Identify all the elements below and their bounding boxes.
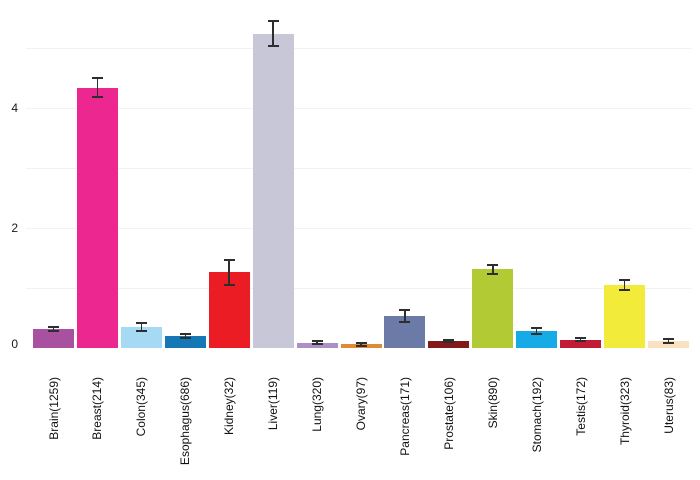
- error-bar-bottom-cap-liver-119: [267, 45, 279, 48]
- error-bar-bottom-cap-testis-172: [575, 339, 587, 342]
- error-bar-bottom-cap-stomach-192: [531, 333, 543, 336]
- x-tick-label-stomach-192: Stomach(192): [529, 377, 544, 453]
- x-tick-label-pancreas-171: Pancreas(171): [397, 377, 412, 456]
- x-tick-label-prostate-106: Prostate(106): [441, 377, 456, 450]
- x-tick-label-kidney-32: Kidney(32): [222, 377, 237, 436]
- x-tick-label-uterus-83: Uterus(83): [661, 377, 676, 434]
- error-bar-line-esophagus-686: [184, 334, 187, 338]
- error-bar-line-lung-320: [316, 341, 318, 344]
- gridline-4: [26, 107, 692, 109]
- gridline-5: [26, 47, 692, 49]
- gridline-1: [26, 287, 692, 289]
- error-bar-top-cap-pancreas-171: [399, 309, 411, 312]
- error-bar-bottom-cap-skin-890: [487, 273, 499, 276]
- x-tick-label-liver-119: Liver(119): [266, 377, 281, 431]
- x-tick-label-breast-214: Breast(214): [90, 377, 105, 440]
- y-tick-label-0: 0: [11, 337, 18, 351]
- bar-colon-345: [120, 327, 162, 348]
- bar-breast-214: [76, 87, 118, 348]
- error-bar-bottom-cap-ovary-97: [355, 344, 367, 347]
- error-bar-bottom-cap-thyroid-323: [619, 288, 631, 291]
- error-bar-bottom-cap-kidney-32: [223, 284, 235, 286]
- error-bar-top-cap-brain-1259: [48, 326, 59, 328]
- bar-lung-320: [296, 342, 338, 348]
- error-bar-line-prostate-106: [448, 339, 450, 342]
- bar-liver-119: [252, 33, 294, 348]
- x-tick-label-testis-172: Testis(172): [573, 377, 588, 436]
- x-tick-label-lung-320: Lung(320): [310, 377, 325, 432]
- error-bar-line-pancreas-171: [404, 310, 406, 323]
- error-bar-bottom-cap-esophagus-686: [179, 336, 191, 339]
- x-tick-label-colon-345: Colon(345): [134, 377, 149, 437]
- bar-testis-172: [560, 339, 602, 348]
- error-bar-line-kidney-32: [228, 259, 230, 285]
- error-bar-top-cap-lung-320: [311, 340, 323, 343]
- error-bar-top-cap-stomach-192: [531, 327, 543, 330]
- bar-prostate-106: [428, 340, 470, 348]
- error-bar-line-skin-890: [492, 264, 494, 275]
- gridline-2: [26, 227, 692, 229]
- bar-stomach-192: [516, 331, 558, 348]
- gridline-3: [26, 167, 692, 169]
- error-bar-line-brain-1259: [52, 327, 55, 331]
- x-tick-label-skin-890: Skin(890): [485, 377, 500, 429]
- error-bar-line-thyroid-323: [623, 280, 626, 290]
- error-bar-bottom-cap-colon-345: [135, 329, 147, 332]
- error-bar-top-cap-breast-214: [91, 77, 103, 79]
- error-bar-bottom-cap-uterus-83: [663, 341, 675, 344]
- y-tick-label-2: 2: [11, 221, 18, 235]
- error-bar-bottom-cap-pancreas-171: [399, 321, 411, 324]
- error-bar-top-cap-kidney-32: [223, 258, 235, 261]
- error-bar-line-testis-172: [579, 338, 582, 341]
- error-bar-top-cap-thyroid-323: [619, 279, 631, 282]
- x-tick-label-brain-1259: Brain(1259): [46, 377, 61, 440]
- x-tick-label-ovary-97: Ovary(97): [354, 377, 368, 431]
- error-bar-top-cap-skin-890: [487, 263, 499, 266]
- error-bar-line-uterus-83: [667, 339, 670, 343]
- error-bar-line-stomach-192: [535, 328, 538, 335]
- error-bar-bottom-cap-prostate-106: [443, 341, 455, 343]
- error-bar-line-colon-345: [140, 323, 143, 331]
- error-bar-bottom-cap-brain-1259: [48, 329, 59, 332]
- y-tick-label-4: 4: [11, 101, 18, 115]
- bar-skin-890: [472, 269, 514, 348]
- error-bar-top-cap-liver-119: [267, 20, 279, 22]
- bar-uterus-83: [648, 340, 690, 348]
- error-bar-bottom-cap-breast-214: [91, 96, 103, 99]
- error-bar-line-ovary-97: [360, 343, 362, 346]
- error-bar-line-breast-214: [96, 78, 99, 98]
- x-tick-label-thyroid-323: Thyroid(323): [617, 377, 632, 446]
- error-bar-top-cap-testis-172: [575, 337, 587, 340]
- error-bar-bottom-cap-lung-320: [311, 342, 323, 345]
- error-bar-top-cap-ovary-97: [355, 342, 367, 345]
- bar-esophagus-686: [164, 336, 206, 348]
- error-bar-line-liver-119: [272, 21, 274, 47]
- x-tick-label-esophagus-686: Esophagus(686): [178, 377, 193, 466]
- error-bar-top-cap-esophagus-686: [179, 333, 191, 336]
- error-bar-top-cap-prostate-106: [443, 338, 455, 341]
- bar-brain-1259: [33, 328, 74, 348]
- error-bar-top-cap-colon-345: [135, 322, 147, 325]
- bar-thyroid-323: [604, 285, 646, 348]
- error-bar-top-cap-uterus-83: [663, 338, 675, 340]
